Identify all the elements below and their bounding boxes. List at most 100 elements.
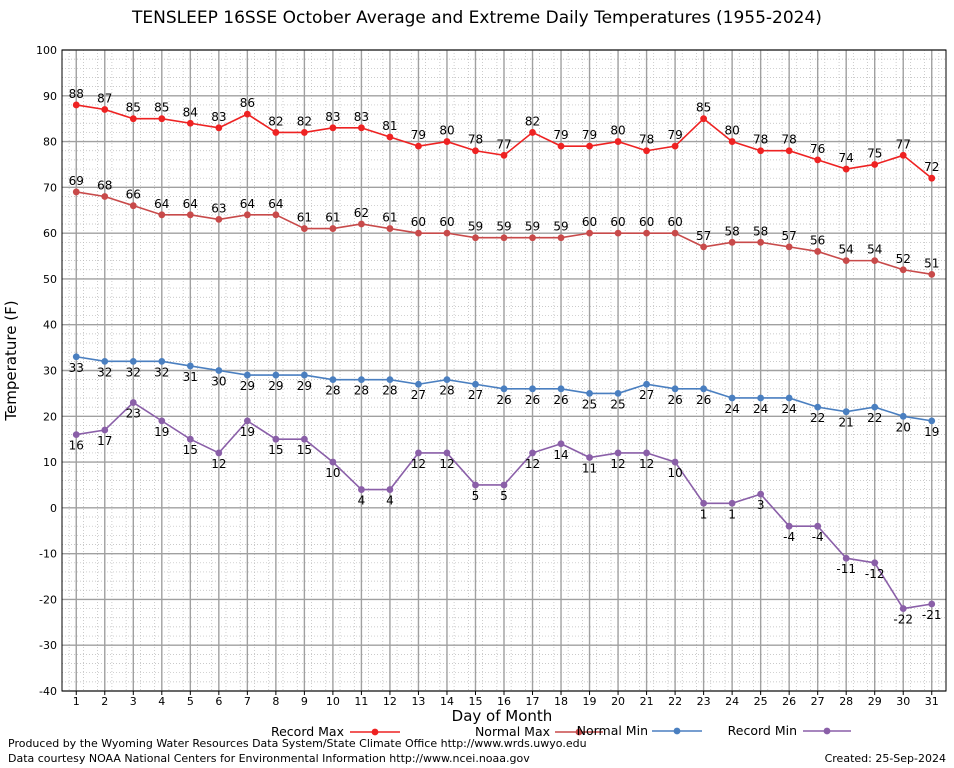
data-label: 29 — [268, 379, 283, 393]
data-label: 75 — [867, 146, 882, 160]
data-point — [671, 458, 679, 466]
created-date: Created: 25-Sep-2024 — [824, 752, 946, 765]
data-label: 85 — [696, 101, 711, 115]
data-label: 26 — [667, 393, 682, 407]
data-point — [500, 151, 508, 159]
data-label: 63 — [211, 201, 226, 215]
data-label: 72 — [924, 160, 939, 174]
data-label: 20 — [896, 420, 911, 434]
data-label: 86 — [240, 96, 255, 110]
x-tick-label: 10 — [326, 695, 340, 708]
data-point — [215, 124, 223, 132]
data-label: 12 — [639, 457, 654, 471]
data-point — [300, 225, 308, 232]
data-label: -4 — [783, 530, 795, 544]
data-label: 88 — [69, 87, 84, 101]
data-label: 28 — [382, 384, 397, 398]
data-point — [814, 248, 822, 255]
data-point — [472, 481, 479, 489]
data-label: 60 — [639, 215, 654, 229]
data-point — [129, 357, 137, 365]
data-point — [72, 188, 80, 196]
x-tick-label: 3 — [130, 695, 137, 708]
data-point — [871, 559, 879, 567]
data-label: 15 — [183, 443, 198, 457]
x-tick-label: 17 — [526, 695, 540, 708]
legend-label-normal-max: Normal Max — [475, 724, 550, 739]
data-label: 12 — [211, 457, 226, 471]
data-label: 56 — [810, 233, 825, 247]
data-point — [700, 115, 708, 123]
credit-line-2: Data courtesy NOAA National Centers for … — [8, 752, 530, 765]
data-point — [871, 161, 879, 168]
y-tick-label: 100 — [36, 44, 57, 57]
y-axis-label: Temperature (F) — [2, 300, 20, 421]
data-point — [757, 394, 765, 402]
data-label: -12 — [865, 567, 885, 581]
data-label: 74 — [839, 151, 854, 165]
legend: Record Max Normal Max Normal Min Record Min — [271, 723, 851, 739]
data-point — [272, 211, 280, 219]
data-label: 14 — [553, 448, 568, 462]
x-tick-label: 29 — [868, 695, 882, 708]
y-tick-label: 0 — [50, 502, 57, 515]
y-tick-label: 90 — [43, 90, 57, 103]
legend-label-record-max: Record Max — [271, 724, 344, 739]
data-point — [928, 270, 936, 278]
x-tick-label: 7 — [244, 695, 251, 708]
data-label: 78 — [753, 133, 768, 147]
data-label: 29 — [297, 379, 312, 393]
legend-marker-record-max — [371, 728, 379, 736]
data-point — [243, 211, 251, 219]
data-point — [215, 449, 223, 457]
data-point — [614, 389, 622, 397]
data-point — [443, 138, 451, 145]
x-tick-label: 5 — [187, 695, 194, 708]
x-tick-label: 19 — [583, 695, 597, 708]
data-label: 76 — [810, 142, 825, 156]
data-point — [272, 129, 280, 136]
y-tick-label: 60 — [43, 227, 57, 240]
data-point — [757, 490, 765, 498]
data-label: 12 — [610, 457, 625, 471]
data-point — [272, 371, 280, 379]
data-point — [186, 119, 194, 127]
data-label: 17 — [97, 434, 112, 448]
data-point — [643, 449, 650, 457]
x-tick-label: 27 — [811, 695, 825, 708]
data-point — [899, 605, 907, 612]
data-label: 28 — [439, 384, 454, 398]
x-tick-label: 8 — [272, 695, 279, 708]
data-point — [785, 394, 793, 402]
data-label: 60 — [582, 215, 597, 229]
x-tick-label: 31 — [925, 695, 939, 708]
data-label: 78 — [782, 133, 797, 147]
data-point — [785, 243, 793, 251]
data-point — [358, 124, 365, 132]
data-label: 10 — [325, 466, 340, 480]
data-label: 79 — [553, 128, 568, 142]
data-label: 78 — [468, 133, 483, 147]
data-label: 68 — [97, 179, 112, 193]
data-label: 26 — [553, 393, 568, 407]
data-label: 59 — [496, 220, 511, 234]
data-point — [415, 229, 422, 237]
data-point — [700, 243, 708, 251]
data-point — [158, 211, 166, 219]
data-label: 1 — [728, 507, 736, 521]
data-point — [158, 115, 166, 123]
data-point — [72, 353, 80, 361]
data-point — [329, 458, 337, 466]
data-label: 79 — [582, 128, 597, 142]
data-label: 5 — [472, 489, 480, 503]
data-point — [243, 110, 251, 118]
data-label: 79 — [411, 128, 426, 142]
data-point — [586, 229, 593, 237]
data-label: 77 — [896, 137, 911, 151]
data-label: 82 — [297, 114, 312, 128]
data-label: 11 — [582, 461, 597, 475]
data-point — [472, 147, 479, 155]
data-label: 57 — [782, 229, 797, 243]
data-point — [785, 147, 793, 155]
